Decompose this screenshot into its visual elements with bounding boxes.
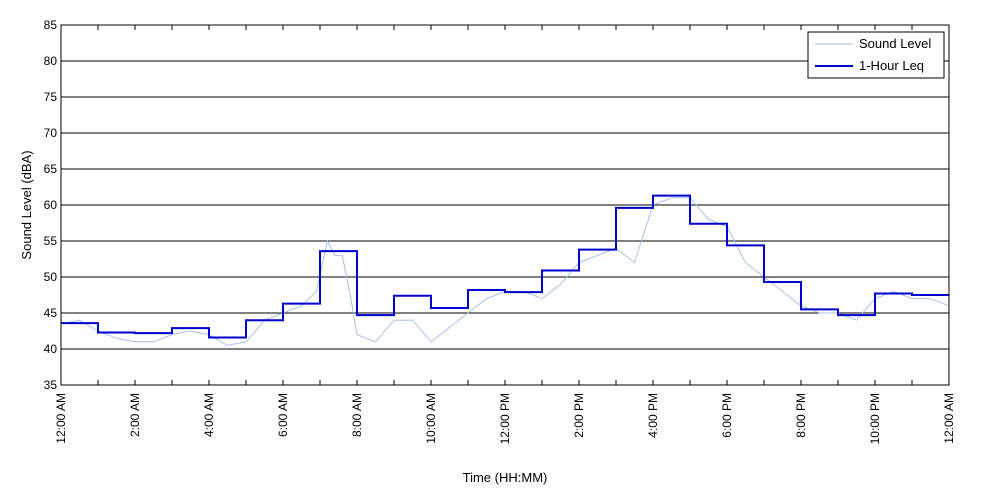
y-tick-label: 60 xyxy=(44,198,58,212)
y-tick-label: 85 xyxy=(44,18,58,32)
x-tick-label: 10:00 AM xyxy=(424,393,438,444)
x-tick-label: 12:00 AM xyxy=(54,393,68,444)
y-tick-label: 35 xyxy=(44,378,58,392)
y-tick-label: 55 xyxy=(44,234,58,248)
legend-box xyxy=(807,31,945,79)
x-axis: 12:00 AM 2:00 AM 4:00 AM 6:00 AM 8:00 AM 10:0… xyxy=(54,25,956,444)
gridlines xyxy=(61,60,949,350)
y-tick-label: 70 xyxy=(44,126,58,140)
leq-series xyxy=(61,194,949,339)
leq-step-line xyxy=(61,194,949,339)
y-tick-label: 50 xyxy=(44,270,58,284)
x-tick-label: 4:00 AM xyxy=(202,393,216,437)
x-tick-label: 12:00 AM xyxy=(942,393,956,444)
x-tick-label: 4:00 PM xyxy=(646,393,660,438)
y-tick-label: 80 xyxy=(44,54,58,68)
y-tick-label: 45 xyxy=(44,306,58,320)
y-tick-label: 65 xyxy=(44,162,58,176)
x-tick-label: 6:00 AM xyxy=(276,393,290,437)
x-axis-title: Time (HH:MM) xyxy=(463,470,548,485)
x-tick-label: 6:00 PM xyxy=(720,393,734,438)
legend: Sound Level 1-Hour Leq xyxy=(807,31,945,79)
x-tick-label: 10:00 PM xyxy=(868,393,882,444)
x-tick-label: 8:00 PM xyxy=(794,393,808,438)
x-tick-label: 12:00 PM xyxy=(498,393,512,444)
y-tick-label: 75 xyxy=(44,90,58,104)
y-axis: 35 40 45 50 55 60 65 70 75 80 85 xyxy=(44,18,66,392)
legend-label-leq: 1-Hour Leq xyxy=(859,58,924,73)
sound-level-series xyxy=(60,197,950,346)
y-tick-label: 40 xyxy=(44,342,58,356)
sound-level-line xyxy=(60,197,950,346)
x-tick-label: 8:00 AM xyxy=(350,393,364,437)
x-tick-label: 2:00 PM xyxy=(572,393,586,438)
y-axis-title: Sound Level (dBA) xyxy=(19,150,34,259)
legend-label-sound-level: Sound Level xyxy=(859,36,931,51)
x-tick-label: 2:00 AM xyxy=(128,393,142,437)
